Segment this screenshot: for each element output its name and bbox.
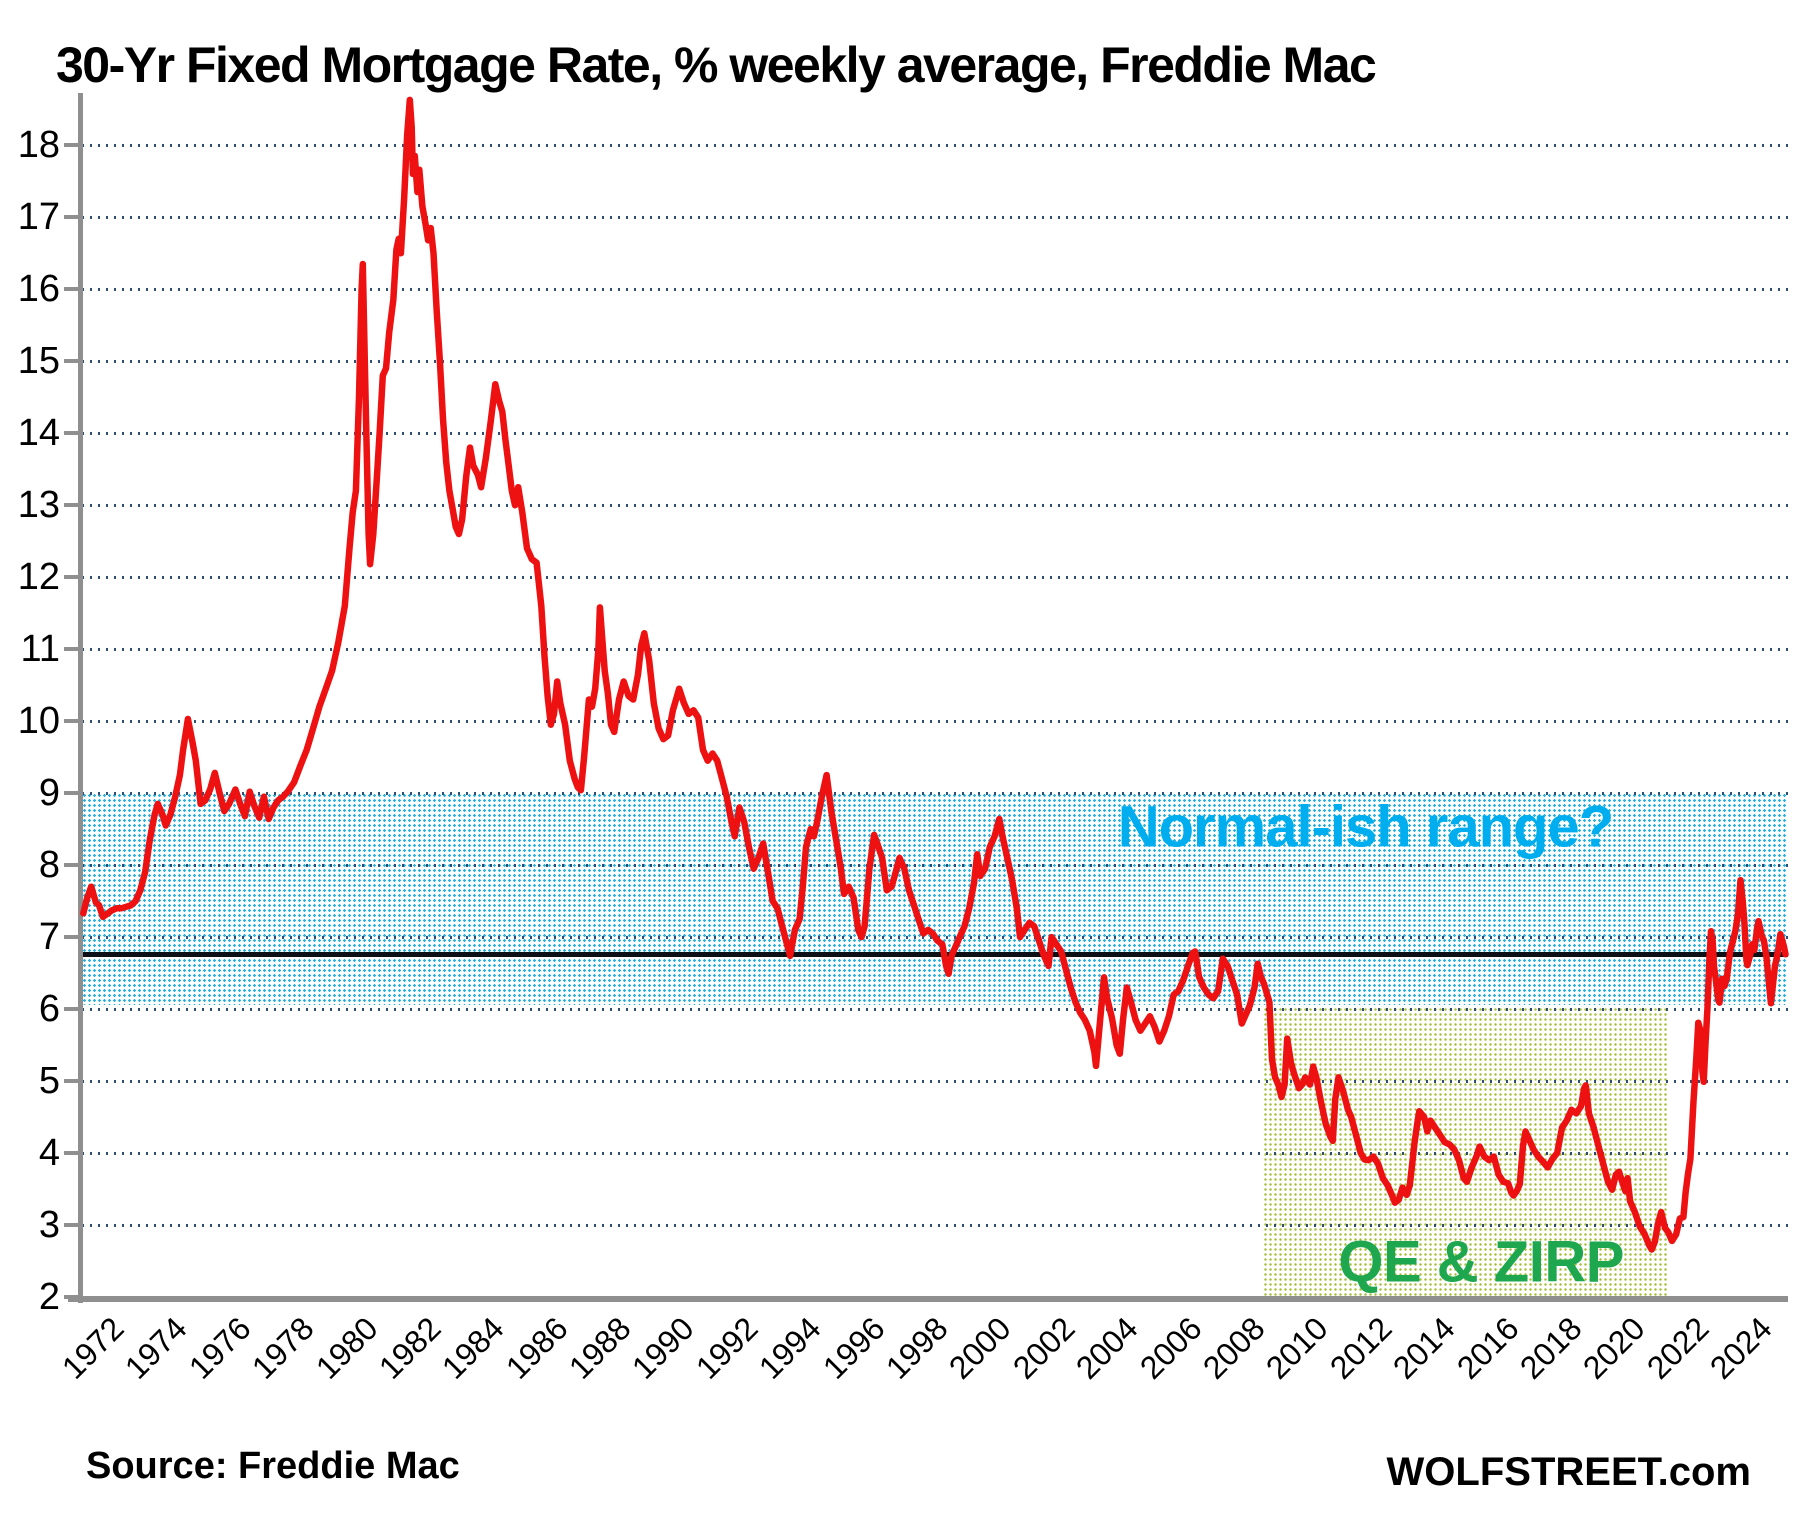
x-axis-label-1992: 1992 bbox=[688, 1310, 765, 1386]
y-axis-label-4: 4 bbox=[38, 1132, 60, 1175]
gridline-5 bbox=[82, 1080, 1788, 1084]
y-axis-line bbox=[78, 93, 83, 1303]
y-tick-17 bbox=[64, 215, 81, 220]
x-axis-label-1982: 1982 bbox=[371, 1310, 448, 1386]
x-axis-label-2008: 2008 bbox=[1195, 1310, 1272, 1386]
y-axis-label-12: 12 bbox=[17, 556, 60, 599]
gridline-6 bbox=[82, 1008, 1788, 1012]
y-tick-10 bbox=[64, 719, 81, 724]
gridline-18 bbox=[82, 144, 1788, 148]
x-axis-label-2010: 2010 bbox=[1259, 1310, 1336, 1386]
y-axis-label-15: 15 bbox=[17, 340, 60, 383]
gridline-11 bbox=[82, 648, 1788, 652]
gridline-7 bbox=[82, 936, 1788, 940]
y-axis-label-10: 10 bbox=[17, 700, 60, 743]
x-axis-label-2006: 2006 bbox=[1132, 1310, 1209, 1386]
gridline-13 bbox=[82, 504, 1788, 508]
normal-range-annotation: Normal-ish range? bbox=[1117, 794, 1614, 860]
y-axis-label-18: 18 bbox=[17, 124, 60, 167]
y-tick-18 bbox=[64, 143, 81, 148]
y-axis-label-5: 5 bbox=[38, 1060, 60, 1103]
chart-title: 30-Yr Fixed Mortgage Rate, % weekly aver… bbox=[56, 37, 1377, 93]
y-tick-14 bbox=[64, 431, 81, 436]
gridline-8 bbox=[82, 864, 1788, 868]
x-axis-label-1974: 1974 bbox=[118, 1310, 194, 1386]
x-axis-label-1984: 1984 bbox=[435, 1310, 511, 1386]
y-axis-label-6: 6 bbox=[38, 988, 60, 1031]
y-axis-label-16: 16 bbox=[17, 268, 60, 311]
y-tick-12 bbox=[64, 575, 81, 580]
y-axis-label-13: 13 bbox=[17, 484, 60, 527]
x-axis-line bbox=[68, 1296, 1788, 1302]
gridline-4 bbox=[82, 1152, 1788, 1156]
y-tick-4 bbox=[64, 1151, 81, 1156]
x-axis-label-1996: 1996 bbox=[815, 1310, 892, 1386]
x-axis-label-2014: 2014 bbox=[1386, 1310, 1462, 1386]
x-axis-label-2024: 2024 bbox=[1703, 1310, 1779, 1386]
x-axis-label-1980: 1980 bbox=[308, 1310, 385, 1386]
y-axis-label-14: 14 bbox=[17, 412, 60, 455]
gridline-3 bbox=[82, 1224, 1788, 1227]
x-axis-label-1998: 1998 bbox=[878, 1310, 955, 1386]
y-axis-label-17: 17 bbox=[17, 196, 60, 239]
y-tick-16 bbox=[64, 287, 81, 292]
x-axis-label-1972: 1972 bbox=[54, 1310, 131, 1386]
qe-zirp-annotation: QE & ZIRP bbox=[1338, 1229, 1624, 1295]
gridline-14 bbox=[82, 432, 1788, 436]
y-tick-7 bbox=[64, 935, 81, 940]
y-tick-15 bbox=[64, 359, 81, 364]
x-axis-label-2004: 2004 bbox=[1069, 1310, 1145, 1386]
x-axis-label-2018: 2018 bbox=[1512, 1310, 1589, 1386]
y-tick-13 bbox=[64, 503, 81, 508]
gridline-12 bbox=[82, 576, 1788, 580]
x-axis-label-1978: 1978 bbox=[244, 1310, 321, 1386]
x-axis-label-2000: 2000 bbox=[942, 1310, 1019, 1386]
x-axis-label-2022: 2022 bbox=[1639, 1310, 1716, 1386]
x-axis-label-1986: 1986 bbox=[498, 1310, 575, 1386]
x-axis-label-2020: 2020 bbox=[1576, 1310, 1653, 1386]
source-note: Source: Freddie Mac bbox=[86, 1445, 460, 1487]
y-axis-label-2: 2 bbox=[38, 1276, 60, 1318]
x-axis-label-1990: 1990 bbox=[625, 1310, 702, 1386]
y-tick-5 bbox=[64, 1079, 81, 1084]
y-tick-3 bbox=[64, 1223, 81, 1227]
gridline-15 bbox=[82, 360, 1788, 364]
x-axis-label-2002: 2002 bbox=[1005, 1310, 1082, 1386]
y-axis-label-9: 9 bbox=[38, 772, 60, 815]
y-tick-8 bbox=[64, 863, 81, 868]
y-axis-label-7: 7 bbox=[38, 916, 60, 959]
gridline-16 bbox=[82, 288, 1788, 292]
x-axis-label-1988: 1988 bbox=[561, 1310, 638, 1386]
gridline-17 bbox=[82, 216, 1788, 220]
y-axis-label-3: 3 bbox=[38, 1204, 60, 1246]
y-tick-11 bbox=[64, 647, 81, 652]
x-axis-label-1976: 1976 bbox=[181, 1310, 258, 1386]
y-axis-label-8: 8 bbox=[38, 844, 60, 887]
x-axis-label-2016: 2016 bbox=[1449, 1310, 1526, 1386]
gridline-10 bbox=[82, 720, 1788, 724]
y-tick-9 bbox=[64, 791, 81, 796]
y-tick-6 bbox=[64, 1007, 81, 1012]
x-axis-label-2012: 2012 bbox=[1322, 1310, 1399, 1386]
wolfstreet-branding: WOLFSTREET.com bbox=[1386, 1450, 1751, 1494]
y-axis-label-11: 11 bbox=[20, 628, 60, 671]
reference-line-6.76pct bbox=[82, 952, 1788, 958]
x-axis-label-1994: 1994 bbox=[752, 1310, 828, 1386]
